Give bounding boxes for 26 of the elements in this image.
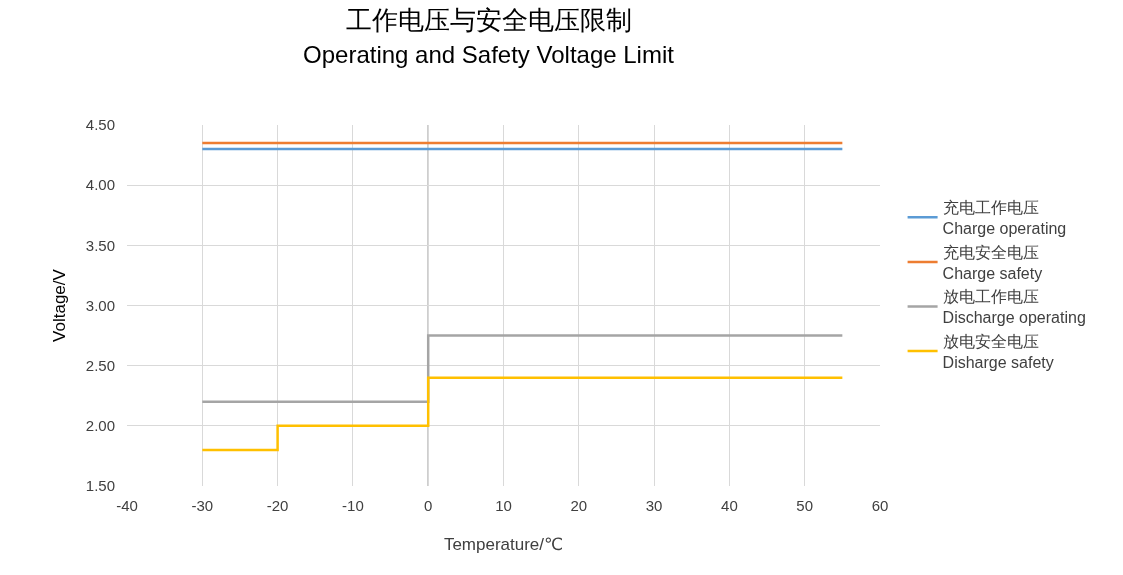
y-axis-title: Voltage/V [50, 268, 70, 342]
y-tick-label: 3.00 [85, 296, 115, 314]
x-tick-label: 50 [796, 497, 814, 514]
legend-label: 充电工作电压 Charge operating [942, 199, 1067, 237]
chart-subtitle: Operating and Safety Voltage Limit [303, 40, 675, 68]
x-tick-label: 30 [645, 497, 663, 514]
x-tick-label: -10 [342, 497, 364, 514]
legend-label: 放电工作电压 Discharge operating [942, 288, 1086, 327]
y-tick-label: 1.50 [85, 477, 115, 495]
x-tick-label: 10 [495, 497, 512, 514]
x-tick-label: 20 [570, 497, 588, 514]
legend-label: 放电安全电压 Disharge safety [942, 332, 1054, 371]
y-tick-label: 4.50 [85, 116, 115, 134]
y-tick-label: 2.00 [85, 417, 115, 435]
x-tick-label: -40 [116, 497, 138, 514]
chart-title: 工作电压与安全电压限制 [345, 4, 632, 35]
x-tick-label: -30 [191, 497, 214, 514]
y-tick-label: 2.50 [85, 356, 115, 374]
x-tick-label: 0 [424, 497, 433, 514]
y-tick-label: 3.50 [85, 236, 115, 254]
legend-label: 充电安全电压 Charge safety [942, 243, 1043, 282]
x-tick-label: 40 [721, 497, 738, 514]
x-axis-title: Temperature/℃ [443, 535, 564, 555]
x-tick-label: 60 [871, 497, 889, 514]
x-tick-label: -20 [266, 497, 289, 514]
y-tick-label: 4.00 [85, 176, 115, 194]
